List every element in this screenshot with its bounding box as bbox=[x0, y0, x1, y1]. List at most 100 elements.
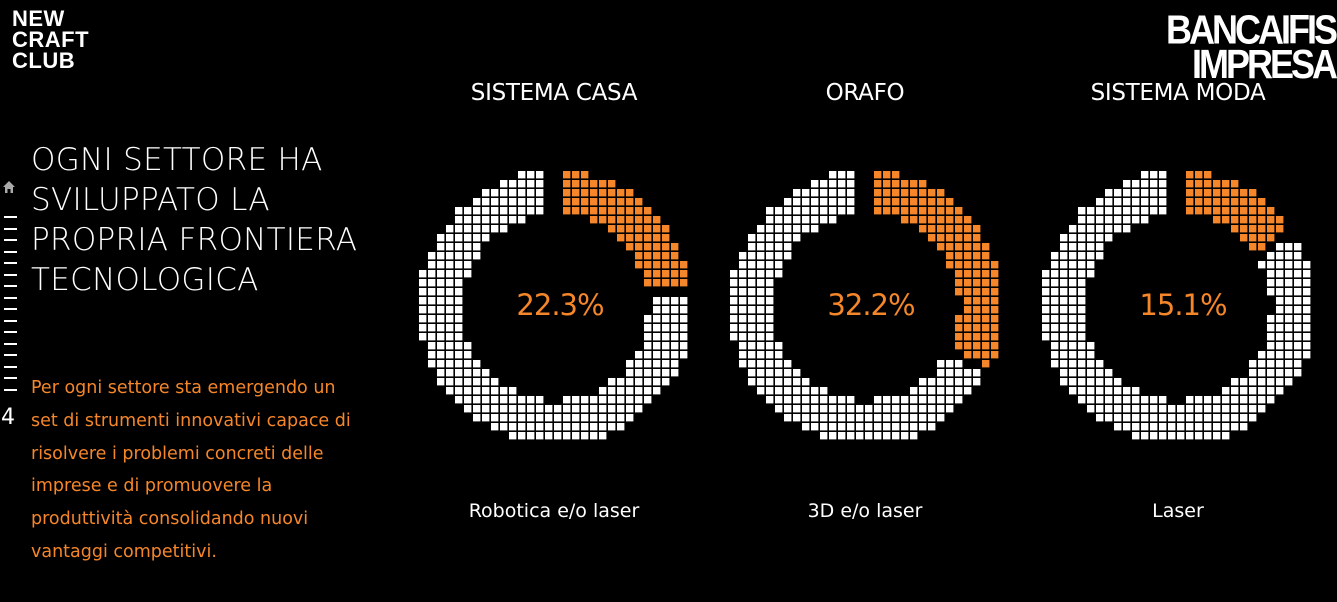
donut-remainder-cell bbox=[1267, 315, 1275, 323]
donut-remainder-cell bbox=[946, 405, 954, 413]
donut-segment-cell bbox=[1240, 189, 1248, 197]
donut-remainder-cell bbox=[1249, 387, 1257, 395]
new-craft-club-logo[interactable]: NEW CRAFT CLUB bbox=[12, 8, 89, 72]
donut-remainder-cell bbox=[1069, 225, 1077, 233]
donut-remainder-cell bbox=[446, 306, 454, 314]
slide-nav-dot[interactable] bbox=[4, 250, 17, 253]
slide-nav-dot[interactable] bbox=[4, 365, 17, 368]
slide-nav-dot[interactable] bbox=[4, 285, 17, 287]
slide-nav-dot[interactable] bbox=[4, 296, 17, 299]
donut-remainder-cell bbox=[473, 360, 481, 368]
donut-remainder-cell bbox=[653, 378, 661, 386]
donut-remainder-cell bbox=[680, 324, 688, 332]
chart-subtitle: Robotica e/o laser bbox=[468, 500, 640, 522]
donut-segment-cell bbox=[1213, 198, 1221, 206]
donut-remainder-cell bbox=[1087, 216, 1095, 224]
donut-remainder-cell bbox=[671, 333, 679, 341]
donut-remainder-cell bbox=[811, 414, 819, 422]
donut-segment-cell bbox=[1195, 198, 1203, 206]
slide-nav-dot[interactable] bbox=[4, 273, 17, 276]
slide-nav-dot[interactable] bbox=[4, 308, 17, 310]
donut-segment-cell bbox=[973, 351, 981, 359]
donut-segment-cell bbox=[671, 243, 679, 251]
donut-remainder-cell bbox=[730, 297, 738, 305]
donut-remainder-cell bbox=[455, 279, 463, 287]
slide-nav-dot[interactable] bbox=[4, 377, 17, 379]
donut-segment-cell bbox=[964, 333, 972, 341]
donut-remainder-cell bbox=[1231, 378, 1239, 386]
donut-segment-cell bbox=[626, 189, 634, 197]
donut-remainder-cell bbox=[572, 423, 580, 431]
donut-remainder-cell bbox=[1285, 315, 1293, 323]
donut-remainder-cell bbox=[635, 387, 643, 395]
donut-segment-cell bbox=[955, 216, 963, 224]
slide-nav-dot[interactable] bbox=[4, 262, 17, 264]
slide-nav-dot[interactable] bbox=[4, 319, 17, 322]
slide-nav-dot[interactable] bbox=[4, 342, 17, 345]
donut-remainder-cell bbox=[1123, 189, 1131, 197]
donut-remainder-cell bbox=[437, 306, 445, 314]
donut-remainder-cell bbox=[437, 297, 445, 305]
donut-remainder-cell bbox=[1186, 396, 1194, 404]
donut-remainder-cell bbox=[644, 315, 652, 323]
donut-segment-cell bbox=[608, 189, 616, 197]
slide-nav-dot[interactable] bbox=[4, 216, 17, 218]
donut-segment-cell bbox=[955, 315, 963, 323]
donut-remainder-cell bbox=[1123, 207, 1131, 215]
donut-remainder-cell bbox=[419, 333, 427, 341]
donut-chart bbox=[419, 171, 688, 440]
donut-segment-cell bbox=[653, 252, 661, 260]
donut-remainder-cell bbox=[757, 387, 765, 395]
slide-nav-dot[interactable] bbox=[4, 239, 17, 241]
donut-segment-cell bbox=[892, 198, 900, 206]
slide-nav-dot[interactable] bbox=[4, 354, 17, 356]
donut-segment-cell bbox=[581, 171, 589, 179]
slide-nav-dot[interactable] bbox=[4, 227, 17, 230]
donut-remainder-cell bbox=[1060, 306, 1068, 314]
donut-remainder-cell bbox=[1195, 423, 1203, 431]
donut-remainder-cell bbox=[955, 387, 963, 395]
donut-segment-cell bbox=[1240, 216, 1248, 224]
donut-remainder-cell bbox=[1078, 324, 1086, 332]
donut-remainder-cell bbox=[1159, 405, 1167, 413]
donut-segment-cell bbox=[617, 216, 625, 224]
donut-remainder-cell bbox=[1303, 297, 1311, 305]
donut-remainder-cell bbox=[775, 234, 783, 242]
donut-remainder-cell bbox=[838, 432, 846, 440]
donut-remainder-cell bbox=[419, 279, 427, 287]
donut-remainder-cell bbox=[802, 216, 810, 224]
donut-segment-cell bbox=[892, 189, 900, 197]
donut-remainder-cell bbox=[784, 378, 792, 386]
slide-nav-dot[interactable] bbox=[4, 331, 17, 333]
donut-remainder-cell bbox=[766, 396, 774, 404]
donut-segment-cell bbox=[1222, 180, 1230, 188]
donut-remainder-cell bbox=[455, 360, 463, 368]
donut-remainder-cell bbox=[1204, 396, 1212, 404]
donut-remainder-cell bbox=[1168, 432, 1176, 440]
donut-remainder-cell bbox=[581, 396, 589, 404]
donut-remainder-cell bbox=[766, 378, 774, 386]
donut-remainder-cell bbox=[1069, 333, 1077, 341]
donut-remainder-cell bbox=[626, 414, 634, 422]
donut-segment-cell bbox=[653, 243, 661, 251]
donut-remainder-cell bbox=[1267, 351, 1275, 359]
donut-remainder-cell bbox=[500, 207, 508, 215]
donut-segment-cell bbox=[644, 261, 652, 269]
donut-segment-cell bbox=[1186, 207, 1194, 215]
donut-remainder-cell bbox=[680, 306, 688, 314]
slide-nav-dot[interactable] bbox=[4, 388, 17, 391]
donut-segment-cell bbox=[901, 207, 909, 215]
donut-remainder-cell bbox=[428, 270, 436, 278]
donut-remainder-cell bbox=[838, 198, 846, 206]
bancaifis-impresa-logo[interactable]: BANCAIFIS IMPRESA bbox=[1166, 9, 1337, 84]
donut-remainder-cell bbox=[536, 432, 544, 440]
donut-segment-cell bbox=[991, 270, 999, 278]
donut-segment-cell bbox=[973, 315, 981, 323]
home-icon[interactable] bbox=[2, 180, 16, 194]
donut-remainder-cell bbox=[1087, 243, 1095, 251]
donut-remainder-cell bbox=[784, 207, 792, 215]
donut-remainder-cell bbox=[919, 405, 927, 413]
donut-remainder-cell bbox=[739, 288, 747, 296]
donut-remainder-cell bbox=[1114, 207, 1122, 215]
donut-remainder-cell bbox=[518, 171, 526, 179]
